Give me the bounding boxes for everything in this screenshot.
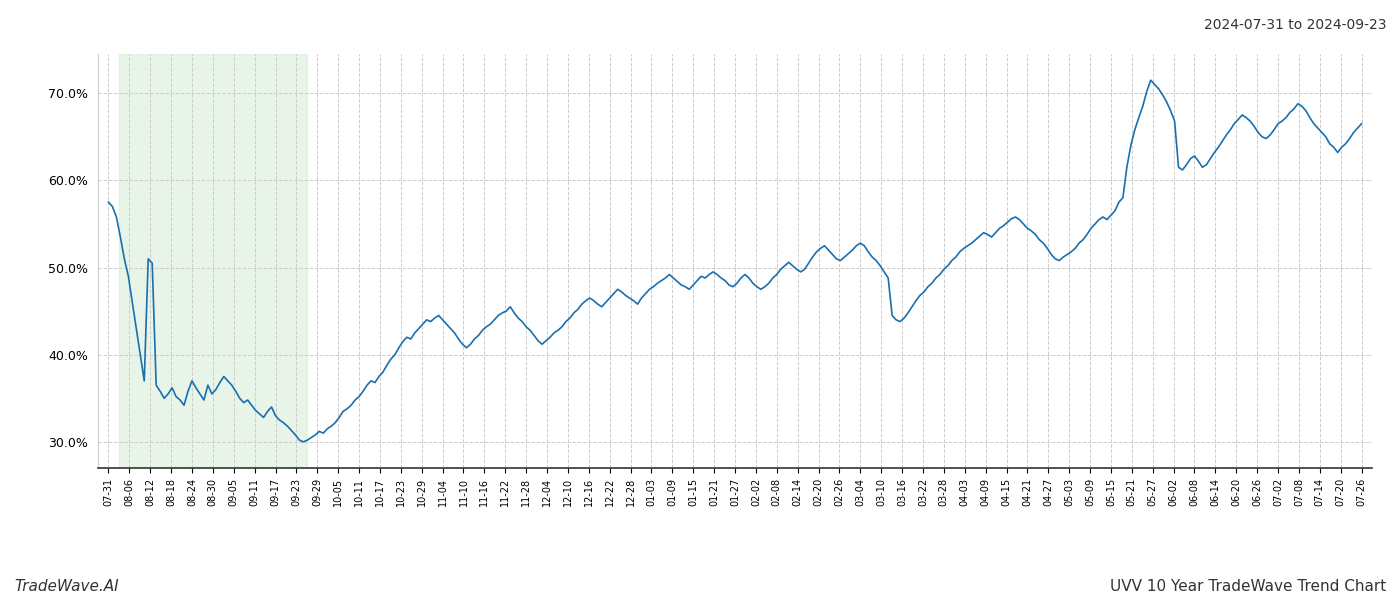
Text: 2024-07-31 to 2024-09-23: 2024-07-31 to 2024-09-23 bbox=[1204, 18, 1386, 32]
Text: TradeWave.AI: TradeWave.AI bbox=[14, 579, 119, 594]
Bar bbox=[119, 54, 307, 468]
Text: UVV 10 Year TradeWave Trend Chart: UVV 10 Year TradeWave Trend Chart bbox=[1110, 579, 1386, 594]
